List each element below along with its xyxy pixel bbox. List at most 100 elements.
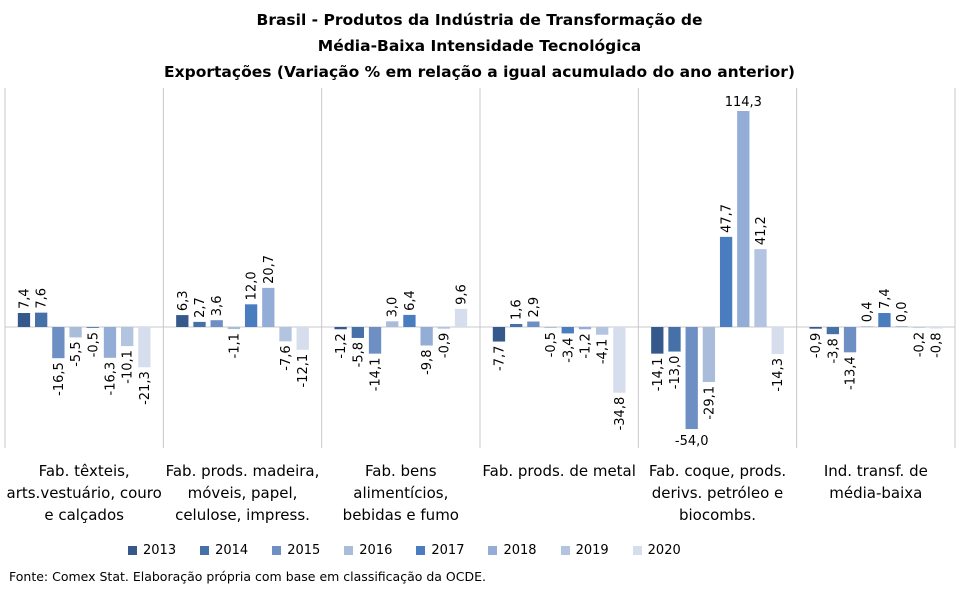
data-label-2018-cat3: -9,8 xyxy=(420,350,435,375)
bar-2015-cat3 xyxy=(368,327,382,354)
data-label-2017-cat5: 47,7 xyxy=(720,204,735,233)
data-label-2018-cat6: 0,0 xyxy=(895,302,910,323)
data-label-2016-cat1: -5,5 xyxy=(69,341,84,366)
bar-2017-cat5 xyxy=(719,236,733,327)
data-label-2016-cat3: 3,0 xyxy=(386,297,401,318)
bar-2014-cat2 xyxy=(193,321,206,327)
data-label-2018-cat5: 114,3 xyxy=(725,95,762,110)
category-label: Fab. bens alimentícios, bebidas e fumo xyxy=(343,462,459,524)
chart-title-line-2: Média-Baixa Intensidade Tecnológica xyxy=(317,37,642,55)
legend-swatch xyxy=(488,545,498,555)
legend-swatch xyxy=(632,545,642,555)
data-label-2016-cat6: 0,4 xyxy=(861,302,876,323)
bar-2013-cat3 xyxy=(334,327,347,330)
data-label-2015-cat2: 3,6 xyxy=(210,296,225,317)
legend-label: 2019 xyxy=(575,542,609,558)
bar-2015-cat2 xyxy=(210,320,223,327)
data-label-2019-cat1: -10,1 xyxy=(121,350,136,384)
bar-2015-cat4 xyxy=(527,321,540,327)
legend-label: 2017 xyxy=(431,542,465,558)
data-label-2020-cat6: -0,8 xyxy=(930,333,945,358)
bar-2015-cat5 xyxy=(685,327,698,430)
bar-2017-cat1 xyxy=(86,327,99,328)
data-label-2013-cat4: -7,7 xyxy=(492,346,507,371)
bar-2014-cat3 xyxy=(351,327,364,338)
data-label-2013-cat3: -1,2 xyxy=(334,333,349,358)
bar-2014-cat4 xyxy=(510,323,523,327)
bar-2020-cat3 xyxy=(454,308,468,327)
data-label-2015-cat1: -16,5 xyxy=(52,362,67,396)
bar-2017-cat4 xyxy=(561,327,574,334)
data-label-2019-cat5: 41,2 xyxy=(754,216,769,245)
data-label-2018-cat1: -16,3 xyxy=(103,362,118,396)
legend-label: 2014 xyxy=(215,542,249,558)
bar-2016-cat4 xyxy=(544,327,557,328)
data-label-2017-cat2: 12,0 xyxy=(245,271,260,300)
bar-2016-cat1 xyxy=(69,327,82,338)
bar-2019-cat2 xyxy=(279,327,292,342)
bar-2019-cat4 xyxy=(596,327,609,335)
data-label-2019-cat6: -0,2 xyxy=(912,332,927,357)
data-label-2013-cat1: 7,4 xyxy=(17,288,32,309)
bar-2020-cat4 xyxy=(613,327,626,393)
bar-2015-cat1 xyxy=(52,327,65,359)
bar-2018-cat1 xyxy=(103,327,117,358)
bar-2020-cat5 xyxy=(771,327,784,355)
data-label-2016-cat2: -1,1 xyxy=(227,333,242,358)
legend-item-2020: 2020 xyxy=(632,542,681,558)
legend-label: 2020 xyxy=(647,542,681,558)
data-label-2019-cat2: -7,6 xyxy=(279,345,294,370)
data-label-2013-cat6: -0,9 xyxy=(809,333,824,358)
bar-2014-cat1 xyxy=(35,312,48,327)
bar-2019-cat1 xyxy=(121,327,134,347)
data-label-2016-cat4: -0,5 xyxy=(544,332,559,357)
source-note: Fonte: Comex Stat. Elaboração própria co… xyxy=(9,569,486,584)
bar-2019-cat3 xyxy=(437,327,450,329)
bar-2018-cat3 xyxy=(420,327,433,346)
category-label: Fab. têxteis, arts.vestuário, couro e calç… xyxy=(7,462,162,524)
data-label-2017-cat6: 7,4 xyxy=(878,288,893,309)
legend-swatch xyxy=(416,545,426,555)
data-label-2020-cat1: -21,3 xyxy=(138,371,153,405)
data-label-2017-cat3: 6,4 xyxy=(403,290,418,311)
data-label-2018-cat2: 20,7 xyxy=(262,255,277,284)
legend-label: 2016 xyxy=(359,542,393,558)
data-label-2017-cat4: -3,4 xyxy=(561,337,576,362)
legend-swatch xyxy=(272,545,282,555)
bar-2017-cat2 xyxy=(244,304,258,327)
legend-item-2013: 2013 xyxy=(128,543,176,558)
legend-swatch xyxy=(200,545,210,555)
bar-2016-cat2 xyxy=(227,327,241,330)
bar-2018-cat2 xyxy=(262,287,275,327)
data-label-2013-cat2: 6,3 xyxy=(176,290,191,311)
legend: 2013 2014 2015 2016 2017 2018 2019 2020 xyxy=(128,541,705,559)
data-label-2015-cat4: 2,9 xyxy=(527,297,542,318)
data-label-2014-cat6: -3,8 xyxy=(826,338,841,363)
data-label-2019-cat3: -0,9 xyxy=(437,333,452,358)
bar-2013-cat5 xyxy=(651,327,664,354)
bar-2016-cat3 xyxy=(386,321,399,327)
bar-2014-cat5 xyxy=(668,327,681,352)
legend-swatch xyxy=(128,545,137,555)
data-label-2014-cat1: 7,6 xyxy=(35,288,50,309)
legend-label: 2018 xyxy=(503,542,537,558)
data-label-2020-cat2: -12,1 xyxy=(296,354,311,388)
category-label: Fab. prods. madeira, móveis, papel, celulo… xyxy=(166,462,320,524)
bar-2020-cat1 xyxy=(138,327,151,368)
category-label: Fab. prods. de metal xyxy=(482,462,636,480)
legend-item-2018: 2018 xyxy=(488,542,537,558)
data-label-2020-cat5: -14,3 xyxy=(771,358,786,392)
bar-2017-cat6 xyxy=(878,313,891,327)
bar-2016-cat5 xyxy=(702,327,716,382)
chart-title-line-1: Brasil - Produtos da Indústria de Transf… xyxy=(256,11,703,29)
legend-swatch xyxy=(344,545,354,555)
data-label-2018-cat4: -1,2 xyxy=(578,333,593,358)
bar-2019-cat5 xyxy=(754,249,767,327)
legend-item-2015: 2015 xyxy=(272,543,320,558)
legend-item-2019: 2019 xyxy=(560,542,609,558)
bar-2018-cat6 xyxy=(895,326,908,327)
data-label-2016-cat5: -29,1 xyxy=(702,386,717,420)
data-label-2020-cat4: -34,8 xyxy=(613,397,628,431)
data-label-2014-cat4: 1,6 xyxy=(510,299,525,320)
data-label-2015-cat3: -14,1 xyxy=(369,358,384,392)
